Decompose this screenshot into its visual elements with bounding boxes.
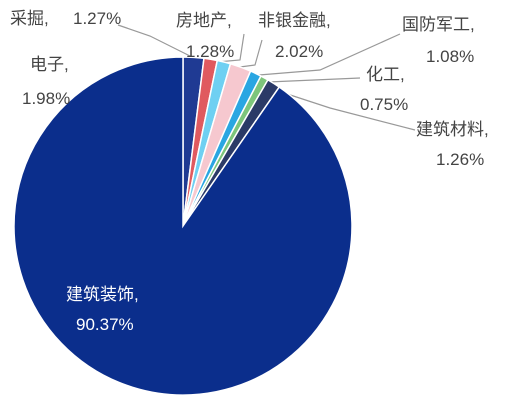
pie-slice (13, 56, 353, 396)
data-labels: 电子, 1.98% 采掘, 1.27% 房地产, 1.28% 非银金融, 2.02% 国防军工,… (10, 9, 489, 334)
value-label: 1.98% (22, 89, 70, 108)
category-label: 建筑材料, (416, 120, 489, 139)
value-label: 1.27% (73, 9, 121, 28)
value-label: 1.28% (186, 42, 234, 61)
value-label: 1.08% (426, 47, 474, 66)
leader-line (274, 89, 416, 131)
category-label: 采掘, (10, 9, 49, 28)
value-label: 90.37% (76, 315, 134, 334)
leader-line (216, 33, 245, 63)
value-label: 0.75% (360, 95, 408, 114)
leader-line (258, 33, 401, 76)
value-label: 1.26% (436, 150, 484, 169)
leader-lines (117, 24, 416, 131)
leader-line (239, 39, 263, 68)
pie (13, 56, 353, 396)
category-label: 房地产, (176, 11, 232, 30)
category-label: 化工, (366, 65, 405, 84)
category-label: 国防军工, (402, 15, 475, 34)
category-label: 建筑装饰, (66, 285, 139, 304)
leader-line (117, 24, 193, 58)
leader-line (267, 77, 361, 83)
category-label: 电子, (30, 55, 69, 74)
category-label: 非银金融, (258, 11, 331, 30)
value-label: 2.02% (275, 42, 323, 61)
